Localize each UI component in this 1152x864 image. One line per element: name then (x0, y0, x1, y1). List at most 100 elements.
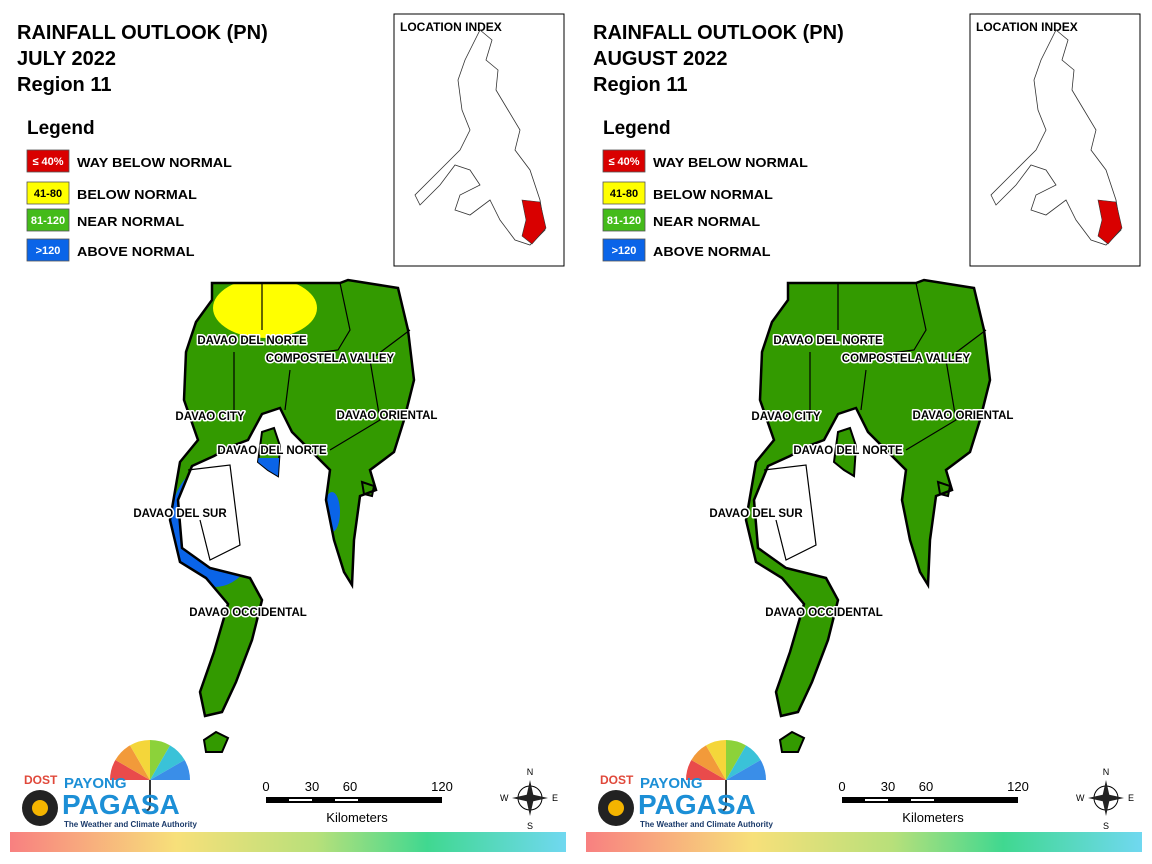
legend-swatch (602, 208, 646, 232)
legend-label: BELOW NORMAL (653, 188, 773, 202)
legend-range: 41-80 (34, 188, 62, 200)
legend-swatch (26, 181, 70, 205)
logo-umbrella (150, 745, 185, 780)
logo-seal-inner (608, 800, 624, 816)
province-boundary (187, 282, 411, 561)
logo-umbrella (726, 760, 766, 780)
logo-pagasa: PAGASA (62, 789, 180, 820)
legend-label: NEAR NORMAL (653, 215, 760, 229)
scale-unit: Kilometers (902, 810, 964, 825)
logo-seal-inner (32, 800, 48, 816)
compass-w: W (1076, 793, 1085, 803)
scale-segment (865, 799, 888, 801)
compass-n: N (1103, 767, 1110, 777)
scale-tick: 30 (305, 779, 319, 794)
title: RAINFALL OUTLOOK (PN) (17, 22, 268, 44)
logo-umbrella (686, 760, 726, 780)
island (778, 426, 952, 753)
scale-tick: 0 (838, 779, 845, 794)
legend-swatch (26, 208, 70, 232)
scale-tick: 120 (431, 779, 453, 794)
scale-tick: 60 (343, 779, 357, 794)
legend-range: 81-120 (607, 215, 641, 227)
compass-star (1088, 780, 1124, 816)
legend-range: 41-80 (610, 188, 638, 200)
inset-map (414, 29, 546, 246)
scale-tick: 120 (1007, 779, 1029, 794)
inset-highlight (1097, 199, 1123, 245)
scale-segment (911, 799, 934, 801)
legend-swatch (602, 238, 646, 262)
legend-range: >120 (612, 245, 637, 257)
map-label: DAVAO ORIENTAL (913, 410, 1014, 422)
compass-e: E (1128, 793, 1134, 803)
logo-handle (142, 780, 151, 812)
color-band (10, 832, 566, 852)
scale-unit: Kilometers (326, 810, 388, 825)
map-label: DAVAO OCCIDENTAL (189, 607, 307, 619)
logo-umbrella (726, 740, 746, 780)
region: Region 11 (17, 74, 111, 96)
legend-label: ABOVE NORMAL (653, 245, 771, 259)
province-area (746, 280, 990, 716)
color-band (586, 832, 1142, 852)
legend-label: NEAR NORMAL (77, 215, 184, 229)
map-label: DAVAO DEL SUR (133, 508, 227, 520)
logo-dost: DOST (600, 773, 634, 787)
province-boundary (763, 282, 987, 561)
logo-umbrella (706, 740, 726, 780)
legend-title: Legend (603, 118, 671, 139)
map-label: DAVAO DEL NORTE (773, 335, 883, 347)
legend-label: BELOW NORMAL (77, 188, 197, 202)
legend-title: Legend (27, 118, 95, 139)
logo-umbrella (691, 745, 726, 780)
logo-umbrella (110, 760, 150, 780)
map-label: DAVAO ORIENTAL (337, 410, 438, 422)
logo-handle (718, 780, 727, 812)
logo-umbrella (150, 740, 170, 780)
map-label: DAVAO DEL NORTE (793, 445, 903, 457)
location-index-title: LOCATION INDEX (976, 20, 1078, 34)
map-label: DAVAO CITY (175, 411, 245, 423)
panel: RAINFALL OUTLOOK (PN) AUGUST 2022 Region 1… (586, 13, 1142, 852)
compass-s: S (527, 821, 533, 831)
scale-tick: 0 (262, 779, 269, 794)
map-label: DAVAO CITY (751, 411, 821, 423)
scale-tick: 60 (919, 779, 933, 794)
legend-swatch (26, 238, 70, 262)
legend-range: 81-120 (31, 215, 65, 227)
legend-range: >120 (36, 245, 61, 257)
logo-umbrella (115, 745, 150, 780)
legend-range: ≤ 40% (32, 156, 63, 168)
panel: RAINFALL OUTLOOK (PN) JULY 2022 Region 11 L… (10, 13, 566, 852)
region: Region 11 (593, 74, 687, 96)
province-outline (744, 278, 992, 718)
logo-tagline: The Weather and Climate Authority (640, 820, 773, 829)
logo-umbrella (726, 745, 761, 780)
map-label: DAVAO OCCIDENTAL (765, 607, 883, 619)
map-label: COMPOSTELA VALLEY (266, 353, 395, 365)
scale-tick: 30 (881, 779, 895, 794)
logo-dost: DOST (24, 773, 58, 787)
map-label: DAVAO DEL SUR (709, 508, 803, 520)
legend-label: WAY BELOW NORMAL (77, 156, 232, 170)
month: AUGUST 2022 (593, 48, 728, 70)
scale-segment (289, 799, 312, 801)
title: RAINFALL OUTLOOK (PN) (593, 22, 844, 44)
compass-w: W (500, 793, 509, 803)
map-label: DAVAO DEL NORTE (197, 335, 307, 347)
logo-payong: PAYONG (64, 775, 127, 792)
inset-highlight (521, 199, 547, 245)
map-label: COMPOSTELA VALLEY (842, 353, 971, 365)
logo-umbrella (130, 740, 150, 780)
legend-swatch (602, 181, 646, 205)
map-label: DAVAO DEL NORTE (217, 445, 327, 457)
province-area (170, 280, 414, 716)
legend-swatch (26, 149, 70, 173)
scale-segment (335, 799, 358, 801)
compass-n: N (527, 767, 534, 777)
province-outline (168, 278, 416, 718)
logo-umbrella (150, 760, 190, 780)
location-index-title: LOCATION INDEX (400, 20, 502, 34)
